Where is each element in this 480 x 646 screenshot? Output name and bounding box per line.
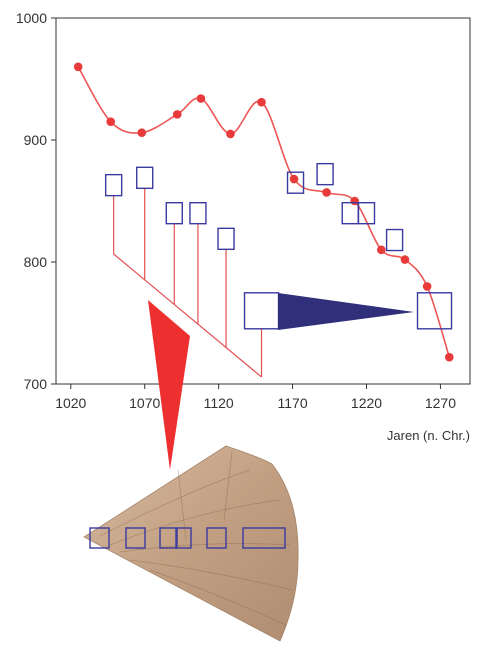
x-tick-label: 1170 <box>278 395 308 411</box>
sample-window <box>217 227 235 251</box>
data-point <box>196 94 206 103</box>
sample-window <box>416 292 453 330</box>
sample-window <box>189 201 207 225</box>
sample-window <box>104 173 123 197</box>
data-point <box>137 128 147 137</box>
sample-windows <box>104 162 453 330</box>
axes: 1020 1070 1120 1170 1220 1270 700 800 900 1000 <box>16 10 456 411</box>
x-tick-label: 1070 <box>129 395 160 411</box>
wood-ring-window <box>206 527 227 549</box>
wood-ring-window <box>159 527 178 549</box>
collector-line <box>113 253 262 378</box>
data-point <box>172 110 182 119</box>
blue-wedge-arrow <box>278 293 414 330</box>
sample-window <box>357 201 376 225</box>
data-point <box>73 62 83 72</box>
sample-window <box>136 166 154 190</box>
x-tick-label: 1220 <box>351 395 382 411</box>
data-point <box>400 255 410 264</box>
x-tick-label: 1120 <box>204 395 234 411</box>
data-point <box>106 117 116 126</box>
y-tick-label: 800 <box>24 254 48 270</box>
sample-window <box>165 201 183 225</box>
sample-window <box>385 228 404 252</box>
data-point <box>322 188 331 197</box>
data-series <box>73 62 454 362</box>
data-point <box>289 174 299 184</box>
sample-window <box>286 171 305 194</box>
x-tick-label: 1270 <box>425 395 456 411</box>
sample-connectors <box>113 188 263 378</box>
data-point <box>445 352 454 362</box>
x-tick-label: 1020 <box>55 395 86 411</box>
data-point <box>226 129 235 139</box>
wood-ring-window <box>89 527 110 549</box>
wood-ring-windows <box>89 527 286 549</box>
data-point <box>376 245 386 255</box>
data-point <box>257 97 266 107</box>
plot-area <box>55 17 471 385</box>
y-tick-label: 900 <box>24 132 48 148</box>
data-point <box>422 282 432 291</box>
x-axis-label: Jaren (n. Chr.) <box>387 428 470 443</box>
red-wedge-arrow <box>148 300 190 470</box>
y-tick-label: 700 <box>24 376 48 392</box>
y-tick-label: 1000 <box>16 10 47 26</box>
sample-window <box>316 162 334 186</box>
wood-ring-window <box>125 527 146 549</box>
wood-ring-window <box>175 527 192 549</box>
wood-ring-window <box>242 527 286 549</box>
